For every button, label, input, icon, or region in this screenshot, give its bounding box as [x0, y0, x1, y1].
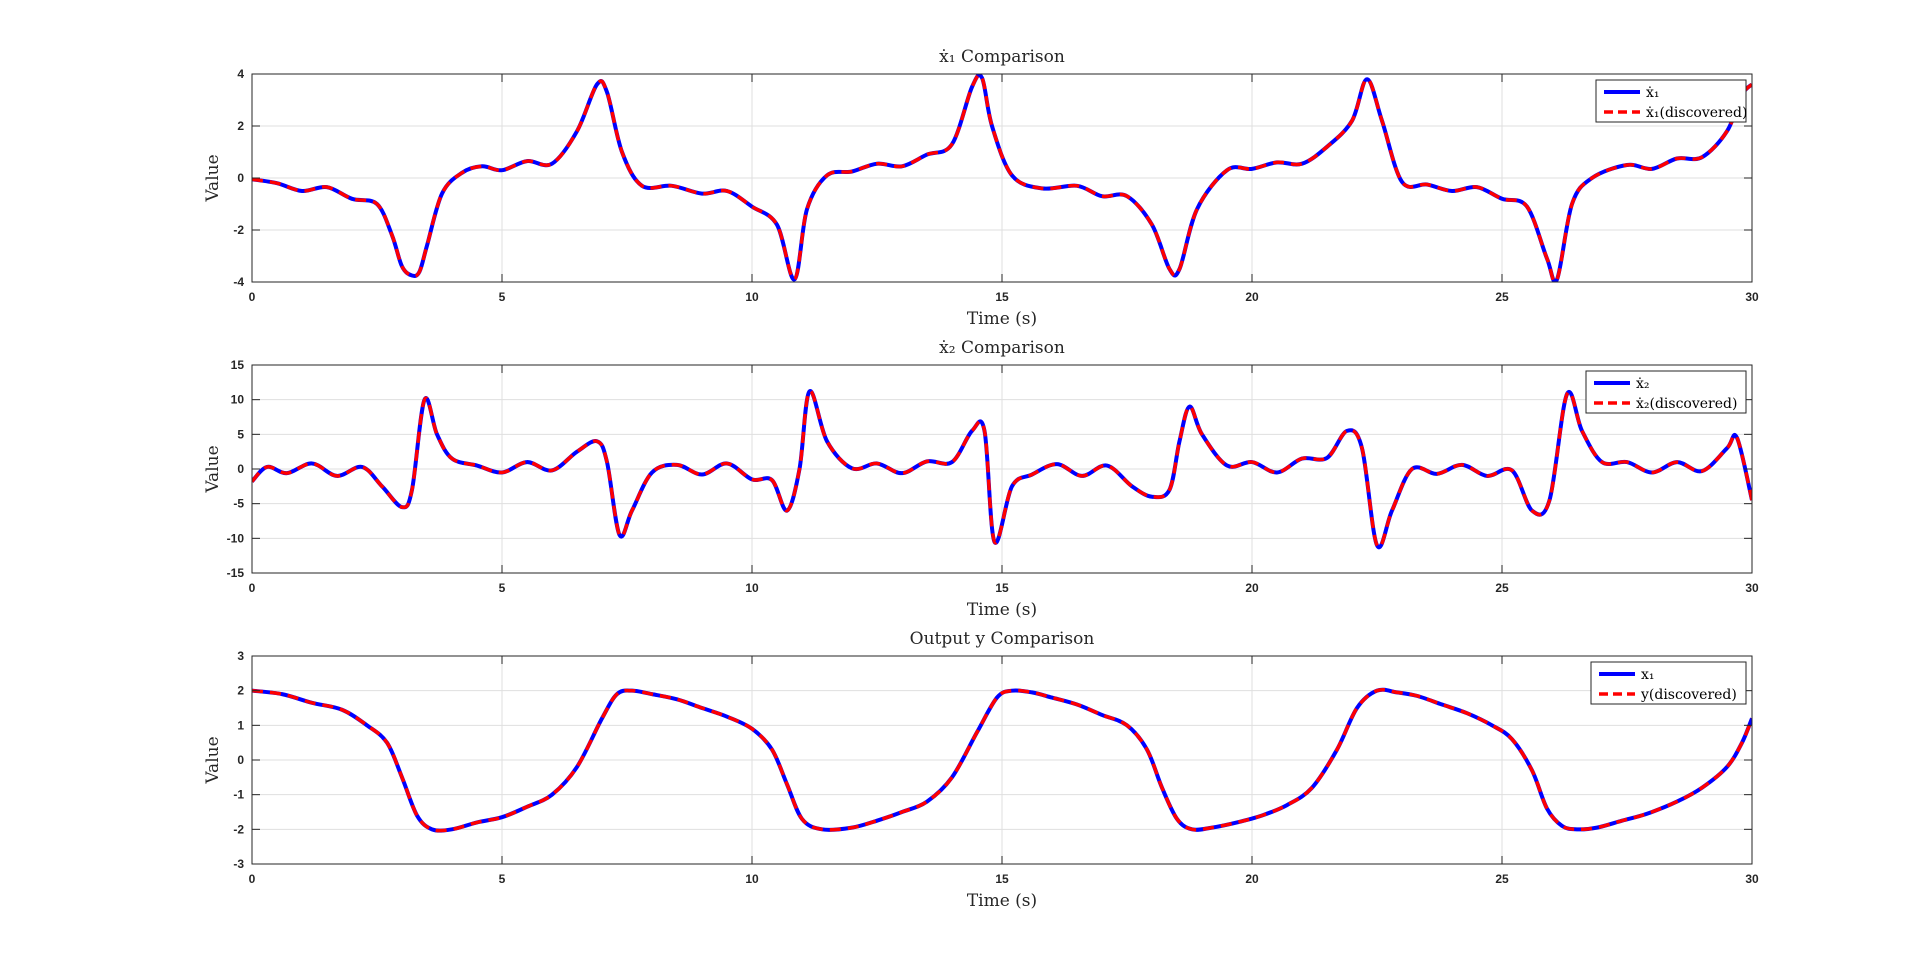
panel-x2-dot: 0 5 10 15 20 25 30 -15 -10 -5 0 5 10 15 ẋ₂ Comparison T… — [203, 338, 1759, 620]
legend-label-series-0: ẋ₂ — [1636, 376, 1650, 392]
x-tick-label: 10 — [745, 290, 759, 304]
x-tick-label: 30 — [1745, 872, 1759, 886]
legend: x₁ y(discovered) — [1590, 661, 1747, 705]
legend-box — [1585, 370, 1747, 414]
panel-x1-dot: 0 5 10 15 20 25 30 -4 -2 0 2 4 ẋ₁ Comparison Time (s)… — [203, 47, 1759, 329]
y-tick-label: 0 — [237, 753, 244, 767]
y-tick-label: 1 — [237, 718, 244, 732]
x-tick-label: 25 — [1495, 290, 1509, 304]
legend: ẋ₁ ẋ₁(discovered) — [1595, 79, 1747, 123]
y-tick-label: -2 — [233, 223, 244, 237]
y-axis-label: Value — [203, 445, 223, 493]
chart-title: ẋ₁ Comparison — [939, 47, 1065, 67]
x-tick-label: 30 — [1745, 290, 1759, 304]
y-tick-label: -3 — [233, 857, 244, 871]
legend: ẋ₂ ẋ₂(discovered) — [1585, 370, 1747, 414]
y-tick-label: -2 — [233, 822, 244, 836]
x-tick-label: 15 — [995, 290, 1009, 304]
series-line-discovered — [252, 74, 1752, 282]
x-tick-label: 0 — [249, 290, 256, 304]
x-tick-label: 0 — [249, 872, 256, 886]
x-tick-label: 5 — [499, 581, 506, 595]
x-tick-label: 5 — [499, 872, 506, 886]
y-tick-label: -5 — [233, 497, 244, 511]
legend-box — [1595, 79, 1747, 123]
legend-label-discovered: ẋ₂(discovered) — [1636, 396, 1737, 412]
x-axis-label: Time (s) — [967, 891, 1037, 911]
legend-label-discovered: ẋ₁(discovered) — [1646, 105, 1747, 121]
y-tick-label: -10 — [227, 531, 245, 545]
x-tick-label: 15 — [995, 872, 1009, 886]
series-line-y-discovered — [252, 687, 1752, 833]
chart-title: ẋ₂ Comparison — [939, 338, 1065, 358]
y-tick-label: 15 — [231, 358, 245, 372]
legend-label-y-discovered: y(discovered) — [1640, 687, 1737, 703]
y-tick-label: 3 — [237, 649, 244, 663]
x-tick-label: 20 — [1245, 872, 1259, 886]
x-tick-label: 25 — [1495, 872, 1509, 886]
y-tick-label: 0 — [237, 171, 244, 185]
x-tick-label: 10 — [745, 872, 759, 886]
x-axis-label: Time (s) — [967, 309, 1037, 329]
x-tick-label: 5 — [499, 290, 506, 304]
chart-title: Output y Comparison — [910, 629, 1095, 649]
series-line-discovered — [252, 389, 1752, 550]
x-tick-label: 20 — [1245, 581, 1259, 595]
x-tick-label: 0 — [249, 581, 256, 595]
y-tick-label: 5 — [237, 427, 244, 441]
y-tick-label: 2 — [237, 684, 244, 698]
y-axis-label: Value — [203, 736, 223, 784]
y-axis-label: Value — [203, 154, 223, 202]
panel-output-y: 0 5 10 15 20 25 30 -3 -2 -1 0 1 2 3 Output y Compariso… — [203, 629, 1759, 911]
legend-label-x: x₁ — [1641, 667, 1655, 683]
y-tick-label: -4 — [233, 275, 244, 289]
y-tick-label: 0 — [237, 462, 244, 476]
x-tick-label: 10 — [745, 581, 759, 595]
x-tick-label: 15 — [995, 581, 1009, 595]
x-tick-label: 20 — [1245, 290, 1259, 304]
y-tick-label: -1 — [233, 788, 244, 802]
x-axis-label: Time (s) — [967, 600, 1037, 620]
x-tick-label: 30 — [1745, 581, 1759, 595]
y-tick-label: -15 — [227, 566, 245, 580]
y-tick-label: 10 — [231, 393, 245, 407]
legend-box — [1590, 661, 1747, 705]
legend-label-series-0: ẋ₁ — [1646, 85, 1660, 101]
y-tick-label: 2 — [237, 119, 244, 133]
x-tick-label: 25 — [1495, 581, 1509, 595]
y-tick-label: 4 — [237, 67, 244, 81]
